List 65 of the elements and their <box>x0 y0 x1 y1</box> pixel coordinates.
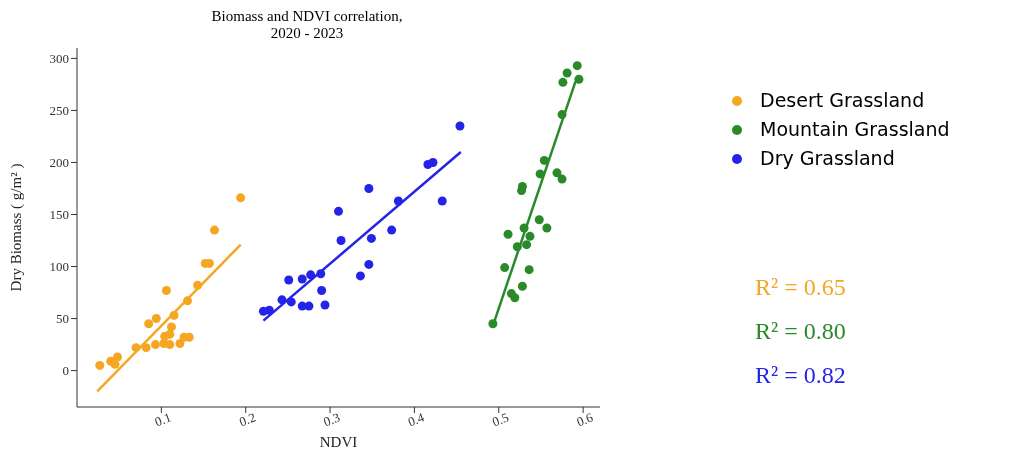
point <box>517 186 527 196</box>
point <box>144 319 154 329</box>
text: R² = 0.65 <box>755 274 846 301</box>
point <box>151 314 161 324</box>
point <box>284 275 294 285</box>
point <box>542 223 552 233</box>
x-tick-label: 0.3 <box>321 409 342 430</box>
point <box>500 263 510 273</box>
point <box>161 285 171 295</box>
point <box>522 240 532 250</box>
y-tick-label: 150 <box>49 207 69 223</box>
y-tick-label: 200 <box>49 155 69 171</box>
x-tick-label: 0.5 <box>490 409 511 430</box>
point <box>552 168 562 178</box>
point <box>317 285 327 295</box>
point <box>166 322 176 332</box>
point <box>557 174 567 184</box>
x-tick-label: 0.2 <box>237 409 258 430</box>
chart-title: Biomass and NDVI correlation, 2020 - 2023 <box>210 8 404 42</box>
point <box>437 196 447 206</box>
x-axis-title: NDVI <box>319 434 358 450</box>
text: R² = 0.80 <box>755 318 846 345</box>
point <box>355 271 365 281</box>
point <box>517 281 527 291</box>
y-axis-title: Dry Biomass ( g/m² ) <box>8 163 26 292</box>
point <box>562 68 572 78</box>
point <box>210 225 219 235</box>
point <box>150 340 160 350</box>
y-tick-label: 250 <box>49 103 69 119</box>
legend-label: Desert Grassland <box>760 88 925 113</box>
point <box>364 183 374 193</box>
point <box>574 74 584 84</box>
point <box>95 360 105 370</box>
point <box>236 193 246 203</box>
legend-label: Dry Grassland <box>760 146 895 171</box>
y-tick-label: 0 <box>62 363 69 379</box>
legend-label: Mountain Grassland <box>760 117 950 142</box>
point <box>258 306 268 316</box>
y-tick-label: 50 <box>56 311 69 327</box>
point <box>387 225 397 235</box>
point <box>524 265 534 275</box>
point <box>175 339 185 349</box>
point <box>297 274 307 284</box>
x-tick-label: 0.1 <box>152 409 174 430</box>
point <box>423 160 433 170</box>
point <box>558 77 568 87</box>
point <box>304 301 314 311</box>
text: R² = 0.82 <box>755 362 846 389</box>
point <box>503 229 513 239</box>
point <box>336 236 346 246</box>
point <box>510 293 520 303</box>
y-tick-label: 100 <box>49 259 69 275</box>
point <box>455 121 465 131</box>
x-tick-label: 0.6 <box>574 409 596 430</box>
point <box>572 61 582 71</box>
point <box>334 206 343 216</box>
y-tick-label: 300 <box>49 51 69 67</box>
point <box>159 339 169 349</box>
point <box>534 215 544 225</box>
point <box>525 231 535 241</box>
x-tick-label: 0.4 <box>405 409 427 430</box>
point <box>165 329 175 339</box>
point <box>364 259 374 269</box>
point <box>320 300 330 310</box>
point <box>366 233 376 243</box>
